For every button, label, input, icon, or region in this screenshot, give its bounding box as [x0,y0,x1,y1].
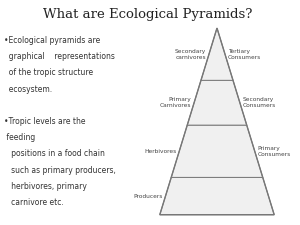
Text: carnivore etc.: carnivore etc. [4,198,64,207]
Text: •Tropic levels are the: •Tropic levels are the [4,117,86,126]
Polygon shape [201,28,233,80]
Polygon shape [171,125,263,177]
Text: Tertiary
Consumers: Tertiary Consumers [228,49,261,60]
Text: Producers: Producers [133,194,163,198]
Text: •Ecological pyramids are: •Ecological pyramids are [4,36,100,45]
Text: Secondary
carnivores: Secondary carnivores [175,49,206,60]
Text: graphical    representations: graphical representations [4,52,115,61]
Text: Herbivores: Herbivores [144,149,176,154]
Text: positions in a food chain: positions in a food chain [4,149,105,158]
Text: such as primary producers,: such as primary producers, [4,166,116,175]
Text: ecosystem.: ecosystem. [4,85,52,94]
Text: feeding: feeding [4,133,36,142]
Text: Primary
Carnivores: Primary Carnivores [160,97,191,108]
Text: Primary
Consumers: Primary Consumers [258,146,291,157]
Text: Secondary
Consumers: Secondary Consumers [243,97,276,108]
Text: herbivores, primary: herbivores, primary [4,182,87,191]
Text: of the tropic structure: of the tropic structure [4,68,93,77]
Polygon shape [187,80,247,125]
Polygon shape [160,177,274,215]
Text: What are Ecological Pyramids?: What are Ecological Pyramids? [44,8,253,21]
